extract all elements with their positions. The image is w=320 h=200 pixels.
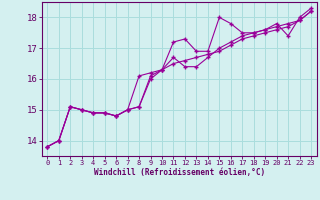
X-axis label: Windchill (Refroidissement éolien,°C): Windchill (Refroidissement éolien,°C) bbox=[94, 168, 265, 177]
